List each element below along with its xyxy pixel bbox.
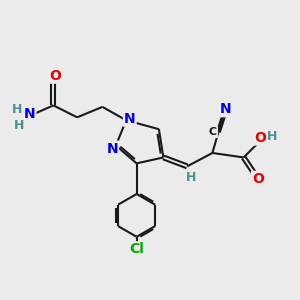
Text: H: H [267, 130, 278, 143]
Text: N: N [106, 142, 118, 155]
Text: O: O [254, 130, 266, 145]
Text: O: O [252, 172, 264, 186]
Text: H: H [14, 119, 24, 132]
Text: C: C [209, 127, 217, 137]
Text: H: H [12, 103, 22, 116]
Text: Cl: Cl [129, 242, 144, 256]
Text: H: H [185, 171, 196, 184]
Text: O: O [49, 69, 61, 83]
Text: N: N [220, 102, 232, 116]
Text: N: N [24, 107, 35, 121]
Text: N: N [124, 112, 136, 126]
